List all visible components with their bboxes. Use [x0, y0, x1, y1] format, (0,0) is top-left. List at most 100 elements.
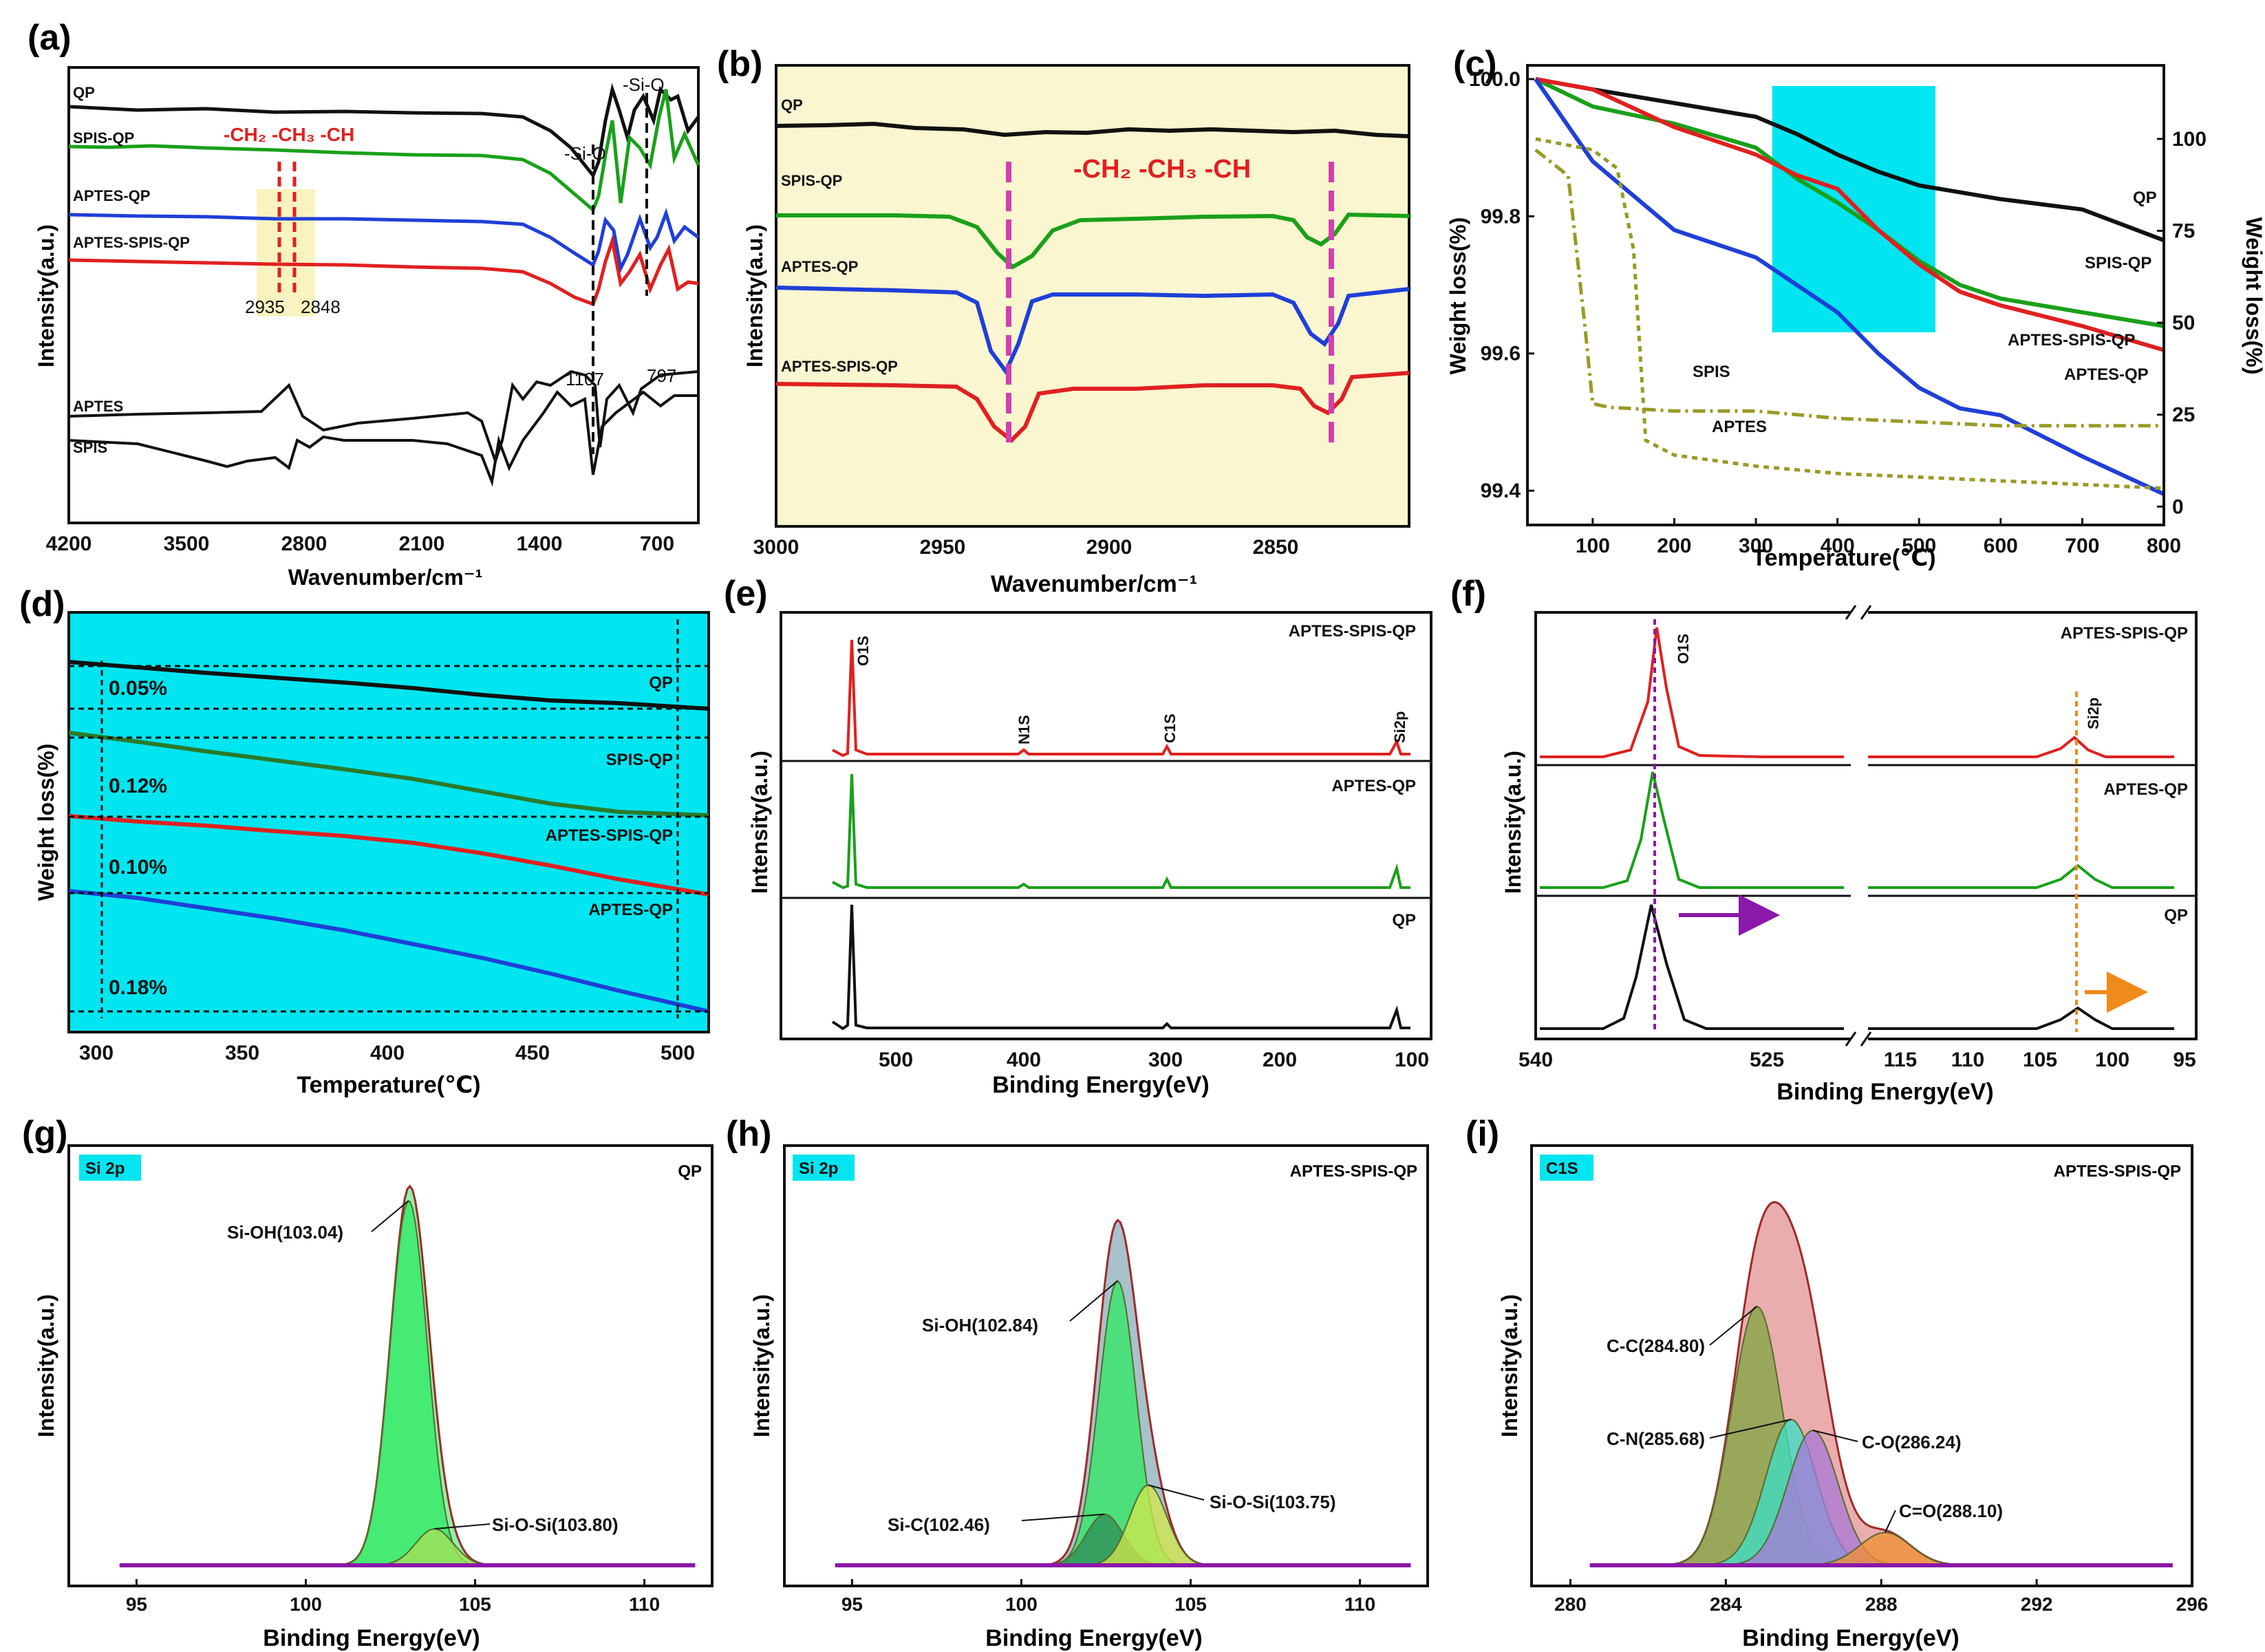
tag-box-h [793, 1155, 855, 1181]
peak-label-h-0: Si-OH(102.84) [922, 1315, 1038, 1335]
label-spis-qp-d: SPIS-QP [606, 751, 673, 769]
label-aptes-qp-e: APTES-QP [1331, 777, 1416, 795]
ylabel-h: Intensity(a.u.) [749, 1294, 774, 1437]
peak-label-si2p-f: Si2p [2085, 698, 2102, 729]
ylabel-e: Intensity(a.u.) [747, 751, 772, 894]
annotation-sio-1: -Si-O [564, 143, 606, 164]
panel-label-i: (i) [1466, 1114, 1499, 1154]
xlabel-d: Temperature(℃) [297, 1072, 480, 1098]
series-spis-a [68, 389, 698, 487]
label-qp-e: QP [1392, 911, 1416, 930]
label-qp-c: QP [2133, 189, 2157, 207]
label-qp-a: QP [73, 84, 95, 101]
peak-fit-i-3 [1589, 1532, 2173, 1566]
ytick-label-c: 100.0 [1469, 68, 1521, 91]
y2label-c: Weight loss(%) [2242, 217, 2265, 375]
xtick-label-c: 700 [2065, 535, 2099, 557]
xlabel-h: Binding Energy(eV) [985, 1625, 1202, 1651]
panel-label-a: (a) [28, 18, 72, 58]
annotation-ch-b: -CH₂ -CH₃ -CH [1073, 155, 1251, 184]
series-spis-qp-b [776, 212, 1410, 270]
svg-text:4200: 4200 [46, 533, 92, 555]
svg-text:2950: 2950 [920, 536, 966, 559]
xtick-label-c: 300 [1739, 535, 1773, 557]
series-qp-c [1535, 76, 2165, 243]
xtick-label-h: 105 [1174, 1594, 1207, 1615]
annotation-005: 0.05% [109, 677, 167, 700]
peak-labels-g: Si-OH(103.04) Si-O-Si(103.80) [227, 1200, 619, 1535]
axes-frame-i [1530, 1144, 2193, 1587]
svg-text:110: 110 [1951, 1049, 1984, 1071]
xtick-label-h: 100 [1005, 1594, 1038, 1615]
xtick-label-i: 296 [2176, 1594, 2209, 1615]
peak-label-o1s-e: O1S [855, 636, 872, 666]
series-aptes-a [68, 369, 699, 466]
label-aptes-spis-qp-d: APTES-SPIS-QP [546, 826, 673, 845]
svg-text:350: 350 [225, 1042, 259, 1064]
xtick-label-i: 292 [2021, 1594, 2053, 1615]
ticks-i: 280 284 288 292 296 [1554, 1579, 2208, 1615]
svg-text:2900: 2900 [1086, 536, 1132, 559]
annotation-2935: 2935 [245, 297, 285, 317]
svg-text:200: 200 [1263, 1049, 1297, 1071]
label-aptes-spis-qp-f: APTES-SPIS-QP [2061, 624, 2188, 643]
label-aptes-qp-f: APTES-QP [2103, 780, 2188, 799]
series-aptes-spis-qp-d [68, 814, 709, 897]
title-g: QP [678, 1162, 702, 1181]
annotation-018: 0.18% [109, 976, 167, 999]
svg-text:3000: 3000 [753, 536, 799, 559]
series-aptes-c [1535, 137, 2165, 491]
series-aptes-qp-e [832, 773, 1410, 890]
axes-frame-h [783, 1144, 1429, 1587]
label-aptes-qp-c: APTES-QP [2064, 365, 2149, 384]
tag-h: Si 2p [799, 1159, 838, 1178]
series-spis-qp-d [68, 731, 709, 817]
ylabel-b: Intensity(a.u.) [742, 224, 767, 367]
annotation-ch-a: -CH₂ -CH₃ -CH [224, 124, 354, 145]
series-qp-e [831, 904, 1410, 1031]
xtick-label-c: 100 [1576, 535, 1610, 557]
annotation-797: 797 [647, 365, 676, 386]
svg-text:2100: 2100 [399, 533, 445, 555]
xtick-label-g: 105 [459, 1594, 491, 1615]
panel-label-g: (g) [22, 1114, 67, 1154]
peak-label-i-1: C-N(285.68) [1607, 1428, 1705, 1449]
title-h: APTES-SPIS-QP [1290, 1162, 1417, 1181]
plot-area-c [1534, 76, 2165, 496]
label-qp-d: QP [649, 674, 673, 692]
panel-label-c: (c) [1453, 44, 1497, 84]
annotation-010: 0.10% [109, 856, 167, 879]
plot-area-i [1589, 1201, 2173, 1567]
svg-text:95: 95 [2173, 1049, 2196, 1071]
axes-frame-c [1526, 64, 2165, 526]
svg-text:300: 300 [1148, 1049, 1183, 1071]
title-i: APTES-SPIS-QP [2054, 1162, 2181, 1181]
annotation-1107: 1107 [566, 369, 604, 389]
label-spis-a: SPIS [73, 439, 107, 456]
xtick-label-c: 500 [1902, 535, 1936, 557]
svg-text:300: 300 [79, 1042, 114, 1064]
panel-label-e: (e) [724, 574, 768, 614]
label-aptes-spis-qp-b: APTES-SPIS-QP [781, 358, 898, 375]
panel-a: (a) QP SPIS-QP APTES-QP APTES-SPIS-QP AP… [28, 18, 700, 590]
ylabel-g: Intensity(a.u.) [34, 1294, 58, 1437]
series-aptes-spis-qp-a [68, 234, 699, 307]
peak-label-h-1: Si-C(102.46) [888, 1514, 990, 1535]
peak-label-g-0: Si-OH(103.04) [227, 1222, 343, 1243]
label-qp-f: QP [2164, 906, 2188, 925]
ytick-label-c: 99.8 [1481, 205, 1521, 228]
svg-text:500: 500 [661, 1042, 695, 1064]
xtick-label-g: 100 [290, 1594, 322, 1615]
ftir-curves-a [68, 83, 700, 487]
xticks-e: 500 400 300 200 100 [879, 1049, 1429, 1071]
y2tick-label-c: 100 [2172, 128, 2207, 151]
peak-markers-a [277, 162, 297, 292]
label-aptes-spis-qp-e: APTES-SPIS-QP [1289, 622, 1416, 641]
axes-frame-e [780, 611, 1432, 1040]
plot-area-g [119, 1184, 696, 1567]
label-aptes-spis-qp-c: APTES-SPIS-QP [2008, 331, 2135, 350]
ticks-h: 95 100 105 110 [841, 1579, 1375, 1615]
panel-label-b: (b) [717, 44, 762, 84]
xtick-label-i: 284 [1710, 1594, 1742, 1615]
label-qp-b: QP [781, 96, 803, 114]
